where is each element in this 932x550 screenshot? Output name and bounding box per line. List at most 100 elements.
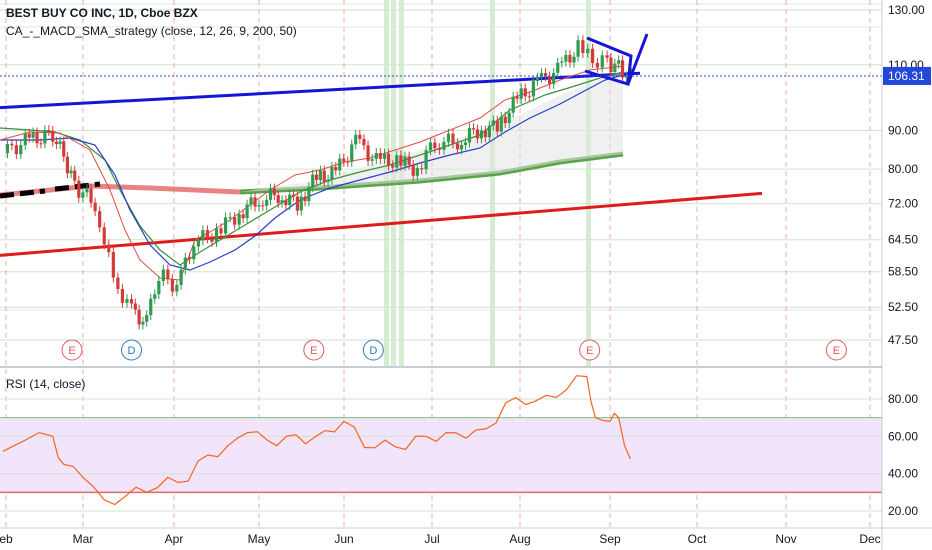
- candle-body: [65, 156, 70, 174]
- candle-body: [479, 130, 483, 139]
- price-axis-tick: 58.50: [888, 265, 918, 279]
- candle-body: [605, 55, 609, 58]
- candle-body: [424, 150, 428, 170]
- candle-body: [407, 156, 411, 165]
- event-marker-label: D: [369, 345, 377, 357]
- time-axis-tick: Jun: [334, 532, 353, 546]
- rsi-band: [0, 417, 882, 493]
- signal-bar-4: [586, 0, 591, 366]
- candle-body: [395, 155, 399, 168]
- earnings-marker: [303, 339, 325, 361]
- candle-body: [166, 269, 170, 280]
- candle-body: [620, 60, 625, 78]
- candle-body: [428, 142, 433, 151]
- candle-body: [491, 120, 495, 126]
- time-axis-tick: eb: [0, 532, 13, 546]
- event-marker-label: E: [586, 345, 593, 357]
- candle-body: [581, 40, 585, 53]
- candle-body: [205, 230, 210, 239]
- candle-body: [564, 54, 568, 62]
- candle-body: [276, 195, 280, 203]
- rsi-axis-tick: 60.00: [888, 429, 918, 443]
- ma-fill: [240, 70, 623, 192]
- time-axis-tick: Dec: [859, 532, 880, 546]
- candle-body: [201, 230, 205, 241]
- event-marker-label: D: [128, 345, 136, 357]
- time-axis-tick: Oct: [688, 532, 707, 546]
- candle-body: [338, 158, 342, 171]
- candle-body: [133, 303, 137, 310]
- candles: [5, 35, 632, 330]
- candle-body: [141, 321, 145, 325]
- time-axis-tick: May: [248, 532, 271, 546]
- candle-body: [249, 197, 253, 205]
- chart-header: BEST BUY CO INC, 1D, Cboe BZX CA_-_MACD_…: [6, 4, 297, 40]
- candle-body: [291, 194, 296, 197]
- price-axis-tick: 64.50: [888, 233, 918, 247]
- candle-body: [89, 188, 93, 203]
- ema-slow-line: [0, 74, 624, 271]
- candle-body: [47, 130, 51, 132]
- candle-body: [125, 299, 129, 303]
- candle-body: [463, 142, 468, 146]
- time-axis-tick: Jul: [424, 532, 439, 546]
- time-axis-tick: Nov: [775, 532, 796, 546]
- candle-body: [93, 202, 97, 212]
- candle-body: [111, 252, 115, 278]
- rsi-panel-label[interactable]: RSI (14, close): [6, 377, 86, 391]
- candle-body: [233, 217, 237, 225]
- candle-body: [237, 214, 241, 225]
- candle-body: [98, 211, 102, 228]
- candle-body: [475, 129, 480, 139]
- candle-body: [576, 40, 580, 57]
- candle-body: [552, 72, 556, 84]
- candle-body: [39, 143, 43, 145]
- event-marker-label: E: [833, 345, 840, 357]
- candle-body: [374, 153, 378, 160]
- candle-body: [268, 188, 273, 200]
- candle-body: [370, 159, 374, 161]
- dividend-marker: [121, 339, 143, 361]
- candle-body: [326, 179, 330, 182]
- candle-body: [420, 168, 424, 170]
- candle-body: [161, 269, 165, 282]
- candle-body: [523, 88, 527, 97]
- candle-body: [288, 194, 292, 206]
- candle-body: [81, 192, 85, 198]
- candle-body: [58, 141, 62, 145]
- candle-body: [192, 246, 196, 260]
- last-price-tag-bg: [883, 66, 931, 85]
- candle-body: [415, 168, 419, 176]
- candle-body: [295, 196, 299, 211]
- candle-body: [183, 257, 187, 270]
- candle-body: [595, 63, 600, 68]
- candle-body: [179, 269, 183, 285]
- candle-body: [19, 145, 23, 155]
- candle-body: [437, 148, 441, 150]
- candle-body: [241, 214, 245, 219]
- candle-body: [495, 120, 499, 132]
- candle-body: [519, 88, 523, 99]
- candle-body: [330, 166, 334, 180]
- candle-body: [322, 170, 326, 182]
- symbol-title[interactable]: BEST BUY CO INC, 1D, Cboe BZX: [6, 6, 198, 20]
- rsi-axis-tick: 40.00: [888, 467, 918, 481]
- candle-body: [455, 143, 460, 150]
- candle-body: [245, 204, 249, 219]
- candle-body: [170, 279, 174, 292]
- candle-body: [23, 133, 27, 146]
- candle-body: [102, 227, 106, 245]
- candle-body: [399, 155, 403, 166]
- time-axis-tick: Sep: [599, 532, 621, 546]
- candle-body: [73, 170, 77, 181]
- candle-body: [280, 200, 284, 203]
- indicator-legend[interactable]: CA_-_MACD_SMA_strategy (close, 12, 26, 9…: [6, 24, 297, 38]
- candle-body: [511, 96, 515, 113]
- candle-body: [318, 170, 323, 180]
- candle-body: [433, 142, 437, 149]
- candle-body: [51, 130, 55, 142]
- candle-body: [85, 188, 89, 193]
- candle-body: [531, 81, 535, 97]
